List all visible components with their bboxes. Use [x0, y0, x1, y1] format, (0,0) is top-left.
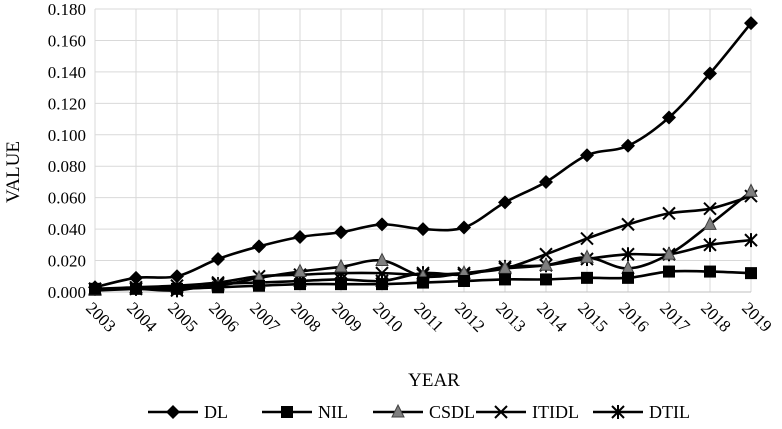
legend: DL NIL CSDL ITIDL DTIL [148, 402, 690, 422]
x-tick-label: 2017 [656, 298, 694, 336]
legend-label: DL [204, 402, 228, 422]
y-tick-label: 0.160 [48, 31, 86, 50]
data-point-itidl [662, 206, 676, 221]
data-point-dl [252, 239, 266, 254]
data-point-dl [211, 251, 225, 266]
data-point-dl [498, 195, 512, 210]
y-tick-label: 0.100 [48, 126, 86, 145]
data-point-dl [416, 222, 430, 237]
x-tick-label: 2015 [574, 298, 611, 335]
data-point-dl [703, 66, 717, 81]
data-point-nil [581, 271, 593, 284]
data-point-nil [130, 282, 142, 295]
data-point-csdl [539, 257, 553, 271]
legend-item-dtil: DTIL [593, 402, 690, 422]
legend-marker-icon [391, 403, 405, 418]
data-point-nil [376, 278, 388, 291]
legend-marker-icon [611, 405, 625, 419]
data-point-dl [539, 174, 553, 189]
y-tick-label: 0.020 [48, 252, 86, 271]
data-point-csdl [662, 246, 676, 260]
data-point-csdl [293, 263, 307, 278]
data-point-nil [294, 278, 306, 291]
data-point-nil [458, 274, 470, 287]
x-tick-label: 2018 [697, 298, 734, 335]
data-point-dtil [621, 247, 635, 262]
data-point-itidl [703, 201, 717, 216]
data-point-itidl [621, 217, 635, 232]
data-point-nil [171, 282, 183, 295]
data-point-dl [170, 269, 184, 284]
x-tick-label: 2014 [533, 298, 571, 336]
data-point-nil [212, 281, 224, 294]
x-tick-label: 2009 [328, 298, 365, 335]
y-tick-label: 0.060 [48, 189, 86, 208]
legend-item-csdl: CSDL [373, 402, 475, 422]
data-point-dl [375, 217, 389, 232]
data-point-csdl [744, 183, 758, 197]
data-point-nil [622, 271, 634, 284]
data-point-dl [621, 138, 635, 153]
legend-label: CSDL [429, 402, 475, 422]
legend-label: DTIL [649, 402, 690, 422]
y-axis-label: VALUE [3, 141, 24, 203]
x-tick-label: 2007 [246, 298, 284, 336]
series-markers [88, 16, 758, 298]
y-tick-label: 0.000 [48, 283, 86, 302]
legend-item-dl: DL [148, 402, 228, 422]
data-point-dl [662, 110, 676, 125]
data-point-nil [704, 265, 716, 278]
legend-label: NIL [318, 402, 348, 422]
data-point-dl [293, 229, 307, 244]
legend-item-nil: NIL [262, 402, 348, 422]
data-point-nil [417, 276, 429, 289]
data-point-itidl [539, 247, 553, 261]
x-tick-label: 2006 [205, 298, 242, 335]
data-point-csdl [580, 249, 594, 263]
x-tick-label: 2012 [451, 298, 488, 335]
legend-label: ITIDL [532, 402, 579, 422]
x-tick-label: 2011 [410, 299, 447, 336]
data-point-dl [88, 280, 102, 295]
data-point-nil [253, 279, 265, 292]
x-axis-label: YEAR [408, 370, 460, 391]
data-point-nil [745, 267, 757, 280]
x-tick-label: 2019 [738, 298, 775, 335]
x-tick-label: 2004 [123, 298, 161, 336]
data-point-dl [744, 16, 758, 31]
x-tick-label: 2016 [615, 298, 652, 335]
x-tick-label: 2010 [369, 298, 406, 335]
data-point-dtil [744, 233, 758, 248]
y-tick-label: 0.040 [48, 220, 86, 239]
y-tick-label: 0.120 [48, 94, 86, 113]
x-tick-label: 2008 [287, 298, 324, 335]
data-point-csdl [334, 258, 348, 273]
data-point-nil [540, 273, 552, 286]
legend-item-itidl: ITIDL [476, 402, 579, 422]
data-point-csdl [375, 252, 389, 267]
data-point-dl [334, 225, 348, 240]
data-point-nil [499, 273, 511, 286]
data-point-itidl [375, 266, 389, 280]
legend-marker-icon [166, 405, 180, 419]
legend-marker-icon [494, 405, 508, 419]
y-tick-label: 0.180 [48, 0, 86, 19]
data-point-csdl [703, 216, 717, 230]
data-point-nil [663, 265, 675, 278]
grid [94, 8, 752, 293]
data-point-dl [457, 220, 471, 235]
x-tick-label: 2005 [164, 298, 201, 335]
data-point-dl [580, 148, 594, 163]
data-point-csdl [498, 260, 512, 274]
data-point-nil [335, 278, 347, 291]
x-tick-label: 2013 [492, 298, 529, 335]
data-point-dtil [703, 237, 717, 252]
legend-marker-icon [281, 406, 293, 418]
x-tick-label: 2003 [82, 298, 119, 335]
y-tick-label: 0.140 [48, 63, 86, 82]
data-point-dl [129, 270, 143, 285]
y-tick-label: 0.080 [48, 157, 86, 176]
data-point-itidl [580, 231, 594, 246]
